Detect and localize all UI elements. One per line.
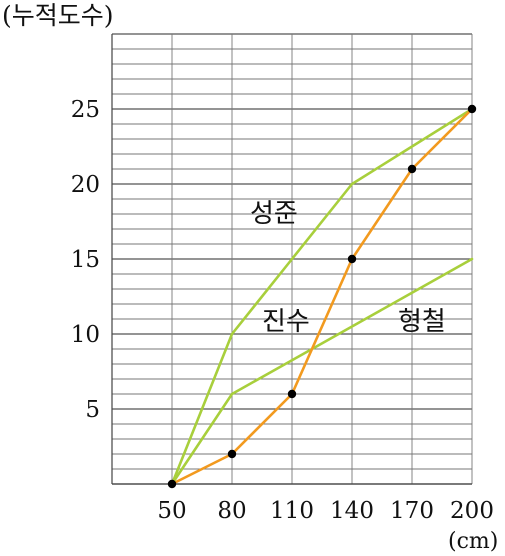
- x-axis-label: (cm): [448, 529, 498, 554]
- y-tick-label: 10: [71, 322, 100, 348]
- x-tick-label: 110: [270, 498, 314, 524]
- x-tick-label: 80: [217, 498, 246, 524]
- data-point: [167, 479, 177, 489]
- tick-labels: 50 80 110 140 170 200 5 10 15 20 25: [71, 97, 494, 524]
- x-tick-label: 50: [157, 498, 186, 524]
- series-lines: [170, 107, 474, 486]
- y-tick-label: 15: [71, 247, 100, 273]
- data-point: [407, 164, 417, 174]
- x-tick-label: 200: [450, 498, 494, 524]
- grid: [111, 33, 473, 485]
- series-label-hyeongcheol: 형철: [398, 307, 446, 337]
- data-point: [347, 254, 357, 264]
- series-line-1: [170, 107, 474, 486]
- series-markers: [167, 104, 477, 489]
- series-line-2: [170, 257, 474, 486]
- data-point: [467, 104, 477, 114]
- data-point: [287, 389, 297, 399]
- y-tick-label: 25: [71, 97, 100, 123]
- y-tick-label: 20: [71, 172, 100, 198]
- y-axis-label: (누적도수): [2, 1, 114, 30]
- series-line-0: [170, 107, 474, 486]
- x-tick-label: 170: [390, 498, 434, 524]
- series-label-jinsu: 진수: [262, 307, 310, 337]
- y-tick-label: 5: [85, 397, 100, 423]
- x-tick-label: 140: [330, 498, 374, 524]
- series-label-seongjun: 성준: [250, 199, 298, 229]
- data-point: [227, 449, 237, 459]
